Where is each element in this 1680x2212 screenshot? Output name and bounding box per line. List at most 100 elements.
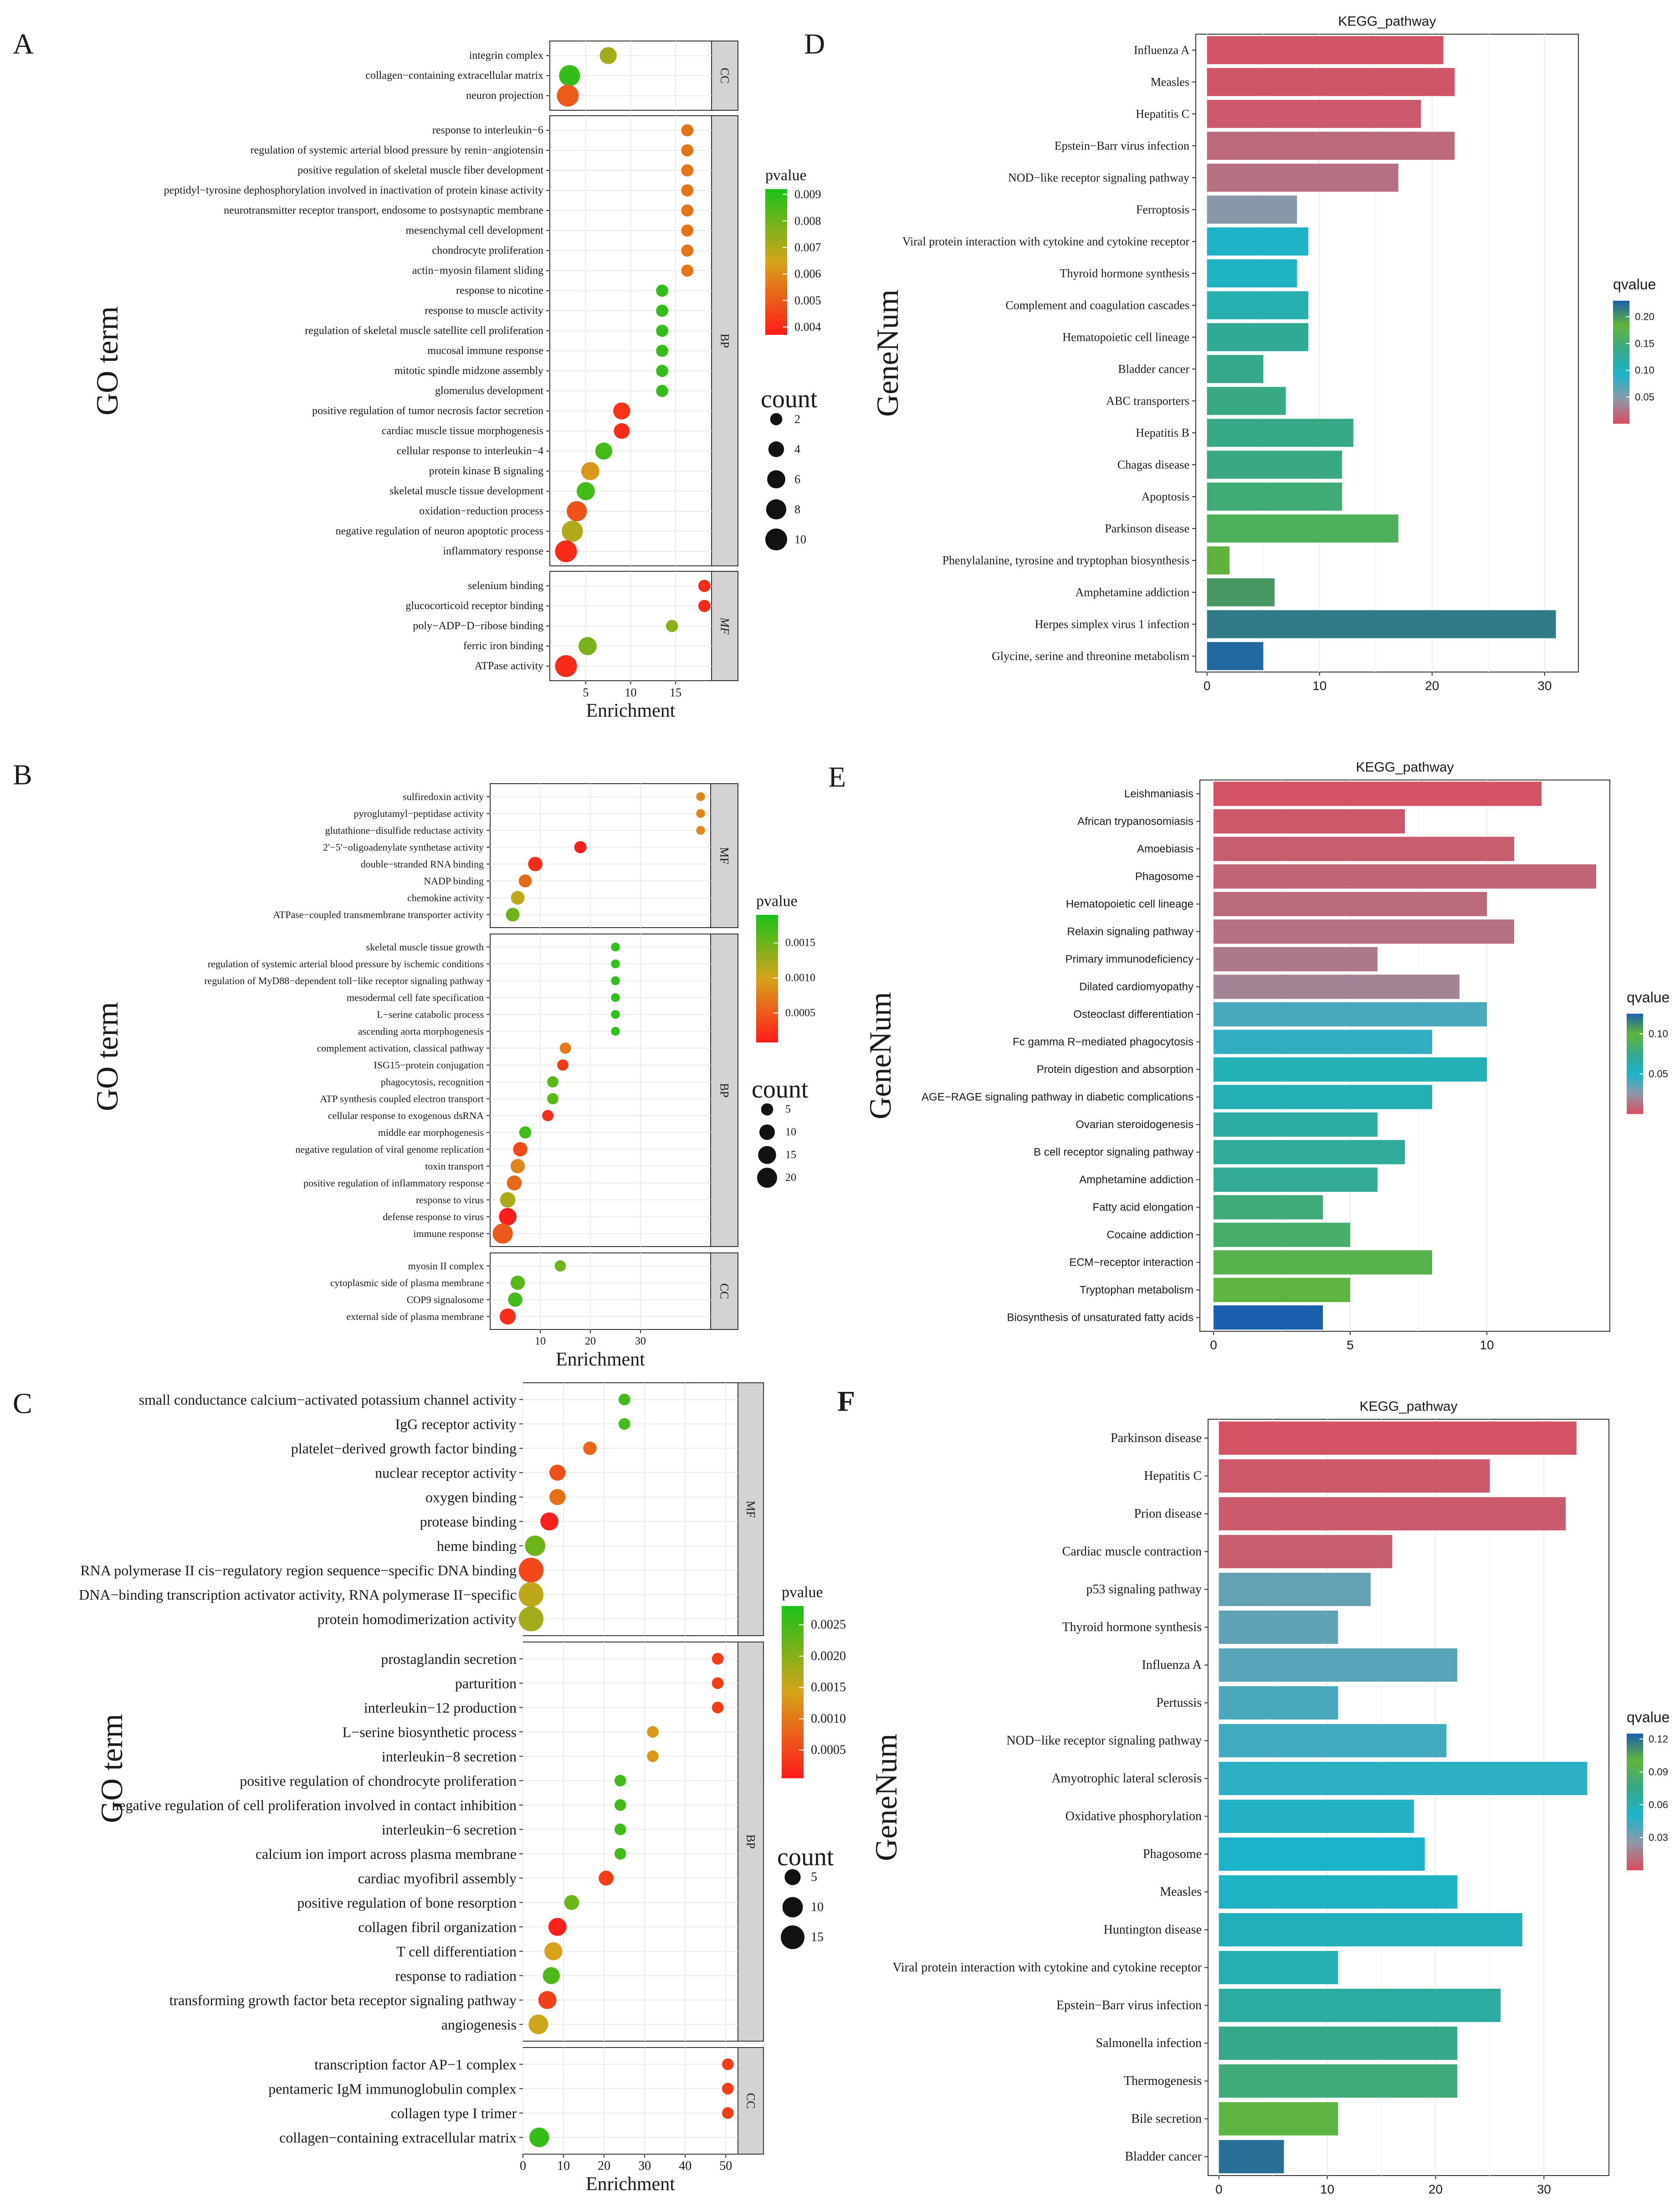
- y-axis-title: GeneNum: [863, 992, 897, 1119]
- data-point: [712, 1701, 724, 1714]
- pathway-label: Phenylalanine, tyrosine and tryptophan b…: [942, 554, 1189, 567]
- colorbar-tick-label: 0.10: [1649, 1028, 1668, 1040]
- go-term-label: response to radiation: [395, 1967, 517, 1984]
- bar: [1214, 1222, 1350, 1247]
- bar: [1207, 36, 1444, 64]
- data-point: [547, 1076, 558, 1088]
- pathway-label: Fc gamma R−mediated phagocytosis: [1013, 1036, 1193, 1048]
- pathway-label: Chagas disease: [1117, 458, 1189, 472]
- x-tick-label: 50: [719, 2159, 732, 2173]
- data-point: [583, 1441, 597, 1455]
- colorbar-tick-label: 0.0015: [811, 1680, 846, 1694]
- facet-panel: [522, 2047, 738, 2155]
- data-point: [712, 1677, 724, 1689]
- bar: [1214, 892, 1487, 916]
- bar: [1214, 837, 1514, 861]
- colorbar-tick-label: 0.0010: [811, 1712, 846, 1726]
- go-term-label: glutathione−disulfide reductase activity: [325, 825, 484, 836]
- facet-strip: [711, 41, 738, 111]
- go-term-label: skeletal muscle tissue development: [389, 485, 543, 497]
- data-point: [611, 976, 620, 985]
- data-point: [518, 1606, 544, 1632]
- data-point: [614, 1799, 626, 1811]
- data-point: [511, 891, 525, 905]
- facet-label: BP: [718, 334, 732, 348]
- x-tick-label: 30: [1537, 679, 1552, 693]
- go-term-label: response to virus: [416, 1194, 484, 1206]
- bar: [1214, 809, 1405, 834]
- data-point: [656, 324, 668, 337]
- bar: [1207, 164, 1398, 192]
- colorbar-tick-label: 0.06: [1649, 1799, 1668, 1811]
- x-axis-title: Enrichment: [556, 1349, 645, 1370]
- data-point: [611, 1026, 620, 1036]
- data-point: [618, 1393, 630, 1406]
- data-point: [548, 1918, 567, 1936]
- colorbar-tick-label: 0.12: [1649, 1734, 1668, 1745]
- facet-label: MF: [718, 617, 732, 635]
- data-point: [656, 304, 668, 317]
- count-legend-label: 10: [811, 1900, 824, 1914]
- pathway-label: Ovarian steroidogenesis: [1076, 1119, 1193, 1131]
- go-term-label: interleukin−12 production: [364, 1699, 517, 1716]
- pathway-label: Amoebiasis: [1137, 843, 1193, 855]
- go-term-label: ATPase−coupled transmembrane transporter…: [273, 909, 484, 920]
- go-term-label: response to nicotine: [456, 285, 543, 297]
- facet-strip: [710, 1252, 738, 1330]
- go-term-label: heme binding: [437, 1538, 517, 1554]
- facet-panel: [522, 1382, 738, 1636]
- x-tick-label: 30: [635, 1335, 646, 1347]
- x-tick-label: 30: [638, 2159, 651, 2173]
- data-point: [681, 164, 694, 177]
- facet-label: MF: [718, 847, 731, 864]
- bar: [1207, 546, 1230, 575]
- pathway-label: Amphetamine addiction: [1079, 1174, 1193, 1186]
- pathway-label: Phagosome: [1143, 1847, 1202, 1861]
- count-legend-dot: [761, 1103, 773, 1116]
- go-term-label: interleukin−8 secretion: [382, 1748, 517, 1765]
- bar: [1207, 610, 1556, 638]
- colorbar-tick-label: 0.0015: [785, 937, 815, 949]
- pathway-label: ECM−receptor interaction: [1069, 1256, 1193, 1268]
- bar: [1219, 1610, 1338, 1644]
- bar: [1219, 2102, 1338, 2136]
- data-point: [656, 364, 668, 377]
- pathway-label: Influenza A: [1134, 44, 1189, 57]
- go-term-label: oxygen binding: [425, 1489, 517, 1505]
- bar: [1214, 975, 1460, 999]
- facet-panel: [490, 1252, 711, 1330]
- data-point: [698, 580, 711, 592]
- bar: [1207, 482, 1342, 511]
- qvalue-colorbar: [1613, 301, 1629, 424]
- pathway-label: Measles: [1151, 76, 1189, 89]
- x-tick-label: 0: [1215, 2182, 1223, 2197]
- go-term-label: middle ear morphogenesis: [378, 1127, 484, 1138]
- go-term-label: L−serine biosynthetic process: [343, 1724, 517, 1740]
- go-term-label: ferric iron binding: [463, 640, 543, 652]
- data-point: [564, 1895, 579, 1910]
- colorbar-tick-label: 0.0005: [785, 1007, 815, 1019]
- data-point: [599, 1870, 614, 1886]
- data-point: [506, 908, 520, 922]
- count-legend-dot: [781, 1925, 804, 1949]
- count-legend-dot: [766, 499, 787, 520]
- facet-label: MF: [744, 1501, 758, 1518]
- x-tick-label: 5: [1347, 1338, 1354, 1352]
- go-term-label: NADP binding: [424, 875, 484, 887]
- plot-panel: [1195, 34, 1579, 672]
- pathway-label: Pertussis: [1156, 1696, 1202, 1710]
- go-term-label: transcription factor AP−1 complex: [314, 2056, 517, 2073]
- go-term-label: complement activation, classical pathway: [317, 1042, 484, 1054]
- go-term-label: regulation of systemic arterial blood pr…: [251, 144, 543, 156]
- colorbar-tick-label: 0.03: [1649, 1832, 1668, 1843]
- go-term-label: ATP synthesis coupled electron transport: [320, 1093, 484, 1104]
- data-point: [611, 959, 620, 969]
- go-term-label: regulation of skeletal muscle satellite …: [305, 325, 543, 337]
- pathway-label: Cardiac muscle contraction: [1062, 1545, 1202, 1559]
- facet-strip: [710, 934, 738, 1247]
- pathway-label: Viral protein interaction with cytokine …: [892, 1961, 1202, 1975]
- data-point: [696, 792, 705, 801]
- go-term-label: cytoplasmic side of plasma membrane: [330, 1277, 484, 1288]
- data-point: [681, 124, 694, 137]
- pathway-label: Parkinson disease: [1111, 1431, 1202, 1445]
